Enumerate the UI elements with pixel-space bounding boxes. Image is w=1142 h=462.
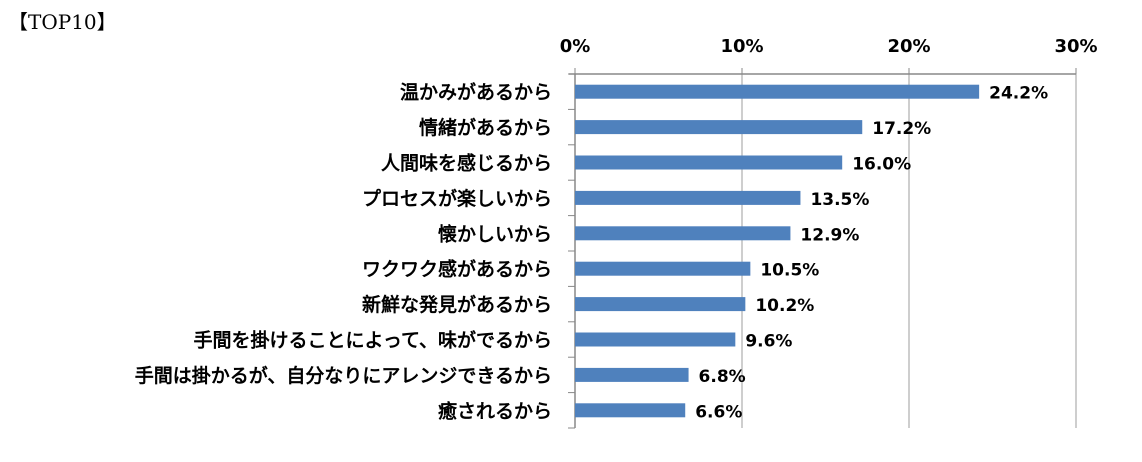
- data-label: 6.6%: [695, 402, 742, 422]
- data-label: 6.8%: [699, 367, 746, 387]
- bar: [575, 84, 980, 99]
- category-label: 手間は掛かるが、自分なりにアレンジできるから: [135, 364, 552, 387]
- category-label: 癒されるから: [438, 399, 552, 422]
- data-label: 17.2%: [872, 119, 931, 139]
- bar: [575, 403, 686, 418]
- category-label: 人間味を感じるから: [381, 152, 552, 175]
- x-tick-label: 0%: [560, 36, 591, 57]
- data-label: 16.0%: [852, 155, 911, 175]
- bar: [575, 155, 843, 170]
- category-label: 手間を掛けることによって、味がでるから: [193, 329, 552, 352]
- data-label: 13.5%: [810, 190, 869, 210]
- data-label: 12.9%: [800, 225, 859, 245]
- bar: [575, 297, 746, 312]
- bar: [575, 367, 689, 382]
- bar: [575, 332, 736, 347]
- bar: [575, 261, 751, 276]
- category-label: 温かみがあるから: [400, 81, 552, 104]
- chart-title: 【TOP10】: [8, 10, 117, 34]
- bar: [575, 226, 791, 241]
- bar: [575, 120, 863, 135]
- category-label: 懐かしいから: [438, 222, 552, 245]
- data-label: 10.2%: [755, 296, 814, 316]
- data-label: 10.5%: [760, 261, 819, 281]
- category-label: プロセスが楽しいから: [362, 187, 552, 210]
- category-label: 情緒があるから: [419, 116, 552, 139]
- category-label: ワクワク感があるから: [362, 258, 552, 281]
- category-label: 新鮮な発見があるから: [362, 293, 552, 316]
- data-label: 9.6%: [745, 332, 792, 352]
- bar: [575, 190, 801, 205]
- x-tick-label: 10%: [720, 36, 763, 57]
- x-tick-label: 30%: [1054, 36, 1097, 57]
- x-tick-label: 20%: [887, 36, 930, 57]
- data-label: 24.2%: [989, 84, 1048, 104]
